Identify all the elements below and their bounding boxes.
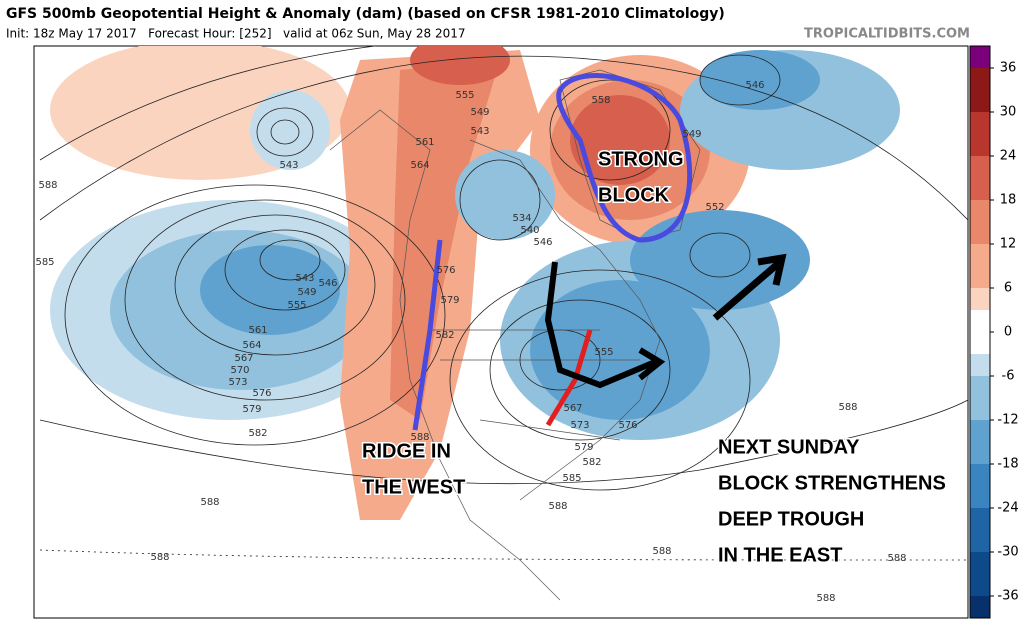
annotation: IN THE EAST bbox=[718, 544, 842, 566]
contour-label: 576 bbox=[618, 420, 637, 431]
contour-label: 582 bbox=[582, 457, 601, 468]
contour-label: 570 bbox=[230, 365, 249, 376]
contour-label: 588 bbox=[200, 497, 219, 508]
contour-label: 588 bbox=[838, 402, 857, 413]
colorbar-tick-label: -18 bbox=[997, 457, 1018, 472]
contour-label: 552 bbox=[705, 202, 724, 213]
contour-label: 579 bbox=[574, 442, 593, 453]
contour-label: 588 bbox=[816, 593, 835, 604]
contour-label: 567 bbox=[563, 403, 582, 414]
contour-label: 543 bbox=[279, 160, 298, 171]
colorbar-segment bbox=[970, 596, 990, 618]
contour-label: 543 bbox=[295, 273, 314, 284]
contour-label: 564 bbox=[410, 160, 429, 171]
contour-label: 561 bbox=[415, 137, 434, 148]
contour-label: 540 bbox=[520, 225, 539, 236]
hand-annotations bbox=[412, 73, 787, 431]
annotation: BLOCK STRENGTHENS bbox=[718, 472, 946, 494]
contour-label: 555 bbox=[594, 347, 613, 358]
colorbar-segment bbox=[970, 552, 990, 596]
contour-label: 555 bbox=[287, 300, 306, 311]
colorbar-tick-label: 36 bbox=[1000, 61, 1017, 76]
subtitle: Init: 18z May 17 2017 Forecast Hour: [25… bbox=[6, 27, 465, 41]
contour-label: 543 bbox=[470, 126, 489, 137]
colorbar-segment bbox=[970, 200, 990, 244]
annotation: THE WEST bbox=[362, 476, 465, 498]
colorbar-tick-label: 30 bbox=[1000, 105, 1017, 120]
colorbar-tick-label: -36 bbox=[997, 589, 1018, 604]
colorbar-segment bbox=[970, 244, 990, 288]
contour-label: 573 bbox=[228, 377, 247, 388]
colorbar-segment bbox=[970, 464, 990, 508]
colorbar-segment bbox=[970, 288, 990, 310]
contour-label: 588 bbox=[548, 501, 567, 512]
contour-label: 585 bbox=[35, 257, 54, 268]
colorbar-tick-label: 24 bbox=[1000, 149, 1017, 164]
title: GFS 500mb Geopotential Height & Anomaly … bbox=[6, 6, 725, 22]
contour-label: 549 bbox=[470, 107, 489, 118]
colorbar-segment bbox=[970, 354, 990, 376]
contour-label: 579 bbox=[242, 404, 261, 415]
annotation: RIDGE IN bbox=[362, 440, 451, 462]
contour-label: 576 bbox=[436, 265, 455, 276]
contour-label: 582 bbox=[248, 428, 267, 439]
map bbox=[33, 45, 969, 619]
colorbar-segment bbox=[970, 68, 990, 112]
annotation: STRONG bbox=[598, 148, 684, 170]
colorbar-tick-label: 12 bbox=[1000, 237, 1017, 252]
colorbar-tick-label: 6 bbox=[1004, 281, 1012, 296]
colorbar-segment bbox=[970, 508, 990, 552]
contour-label: 555 bbox=[455, 90, 474, 101]
contour-label: 567 bbox=[234, 353, 253, 364]
colorbar-tick-label: -24 bbox=[997, 501, 1018, 516]
site-credit: TROPICALTIDBITS.COM bbox=[804, 27, 970, 42]
contour-label: 588 bbox=[150, 552, 169, 563]
contour-label: 582 bbox=[435, 330, 454, 341]
contour-label: 585 bbox=[562, 473, 581, 484]
colorbar-tick-label: -12 bbox=[997, 413, 1018, 428]
contour-label: 564 bbox=[242, 340, 261, 351]
annotation: NEXT SUNDAY bbox=[718, 436, 860, 458]
colorbar-segment bbox=[970, 112, 990, 156]
contour-label: 546 bbox=[318, 278, 337, 289]
colorbar-segment bbox=[970, 46, 990, 68]
contour-label: 573 bbox=[570, 420, 589, 431]
colorbar-tick-label: -30 bbox=[997, 545, 1018, 560]
colorbar-segment bbox=[970, 376, 990, 420]
contour-label: 549 bbox=[682, 129, 701, 140]
contour-label: 588 bbox=[410, 432, 429, 443]
colorbar-tick-label: -6 bbox=[1002, 369, 1015, 384]
contour-label: 546 bbox=[745, 80, 764, 91]
annotation: BLOCK bbox=[598, 184, 670, 206]
colorbar-tick-label: 18 bbox=[1000, 193, 1017, 208]
contour-label: 588 bbox=[887, 553, 906, 564]
contour-label: 588 bbox=[38, 180, 57, 191]
contour-label: 579 bbox=[440, 295, 459, 306]
contour-label: 549 bbox=[297, 287, 316, 298]
contour-label: 534 bbox=[512, 213, 531, 224]
contour-label: 561 bbox=[248, 325, 267, 336]
contour-label: 546 bbox=[533, 237, 552, 248]
contour-label: 558 bbox=[591, 95, 610, 106]
colorbar-segment bbox=[970, 156, 990, 200]
contour-label: 588 bbox=[652, 546, 671, 557]
colorbar-tick-label: 0 bbox=[1004, 325, 1012, 340]
contour-label: 576 bbox=[252, 388, 271, 399]
colorbar-segment bbox=[970, 420, 990, 464]
colorbar-segment bbox=[970, 310, 990, 354]
annotation: DEEP TROUGH bbox=[718, 508, 864, 530]
